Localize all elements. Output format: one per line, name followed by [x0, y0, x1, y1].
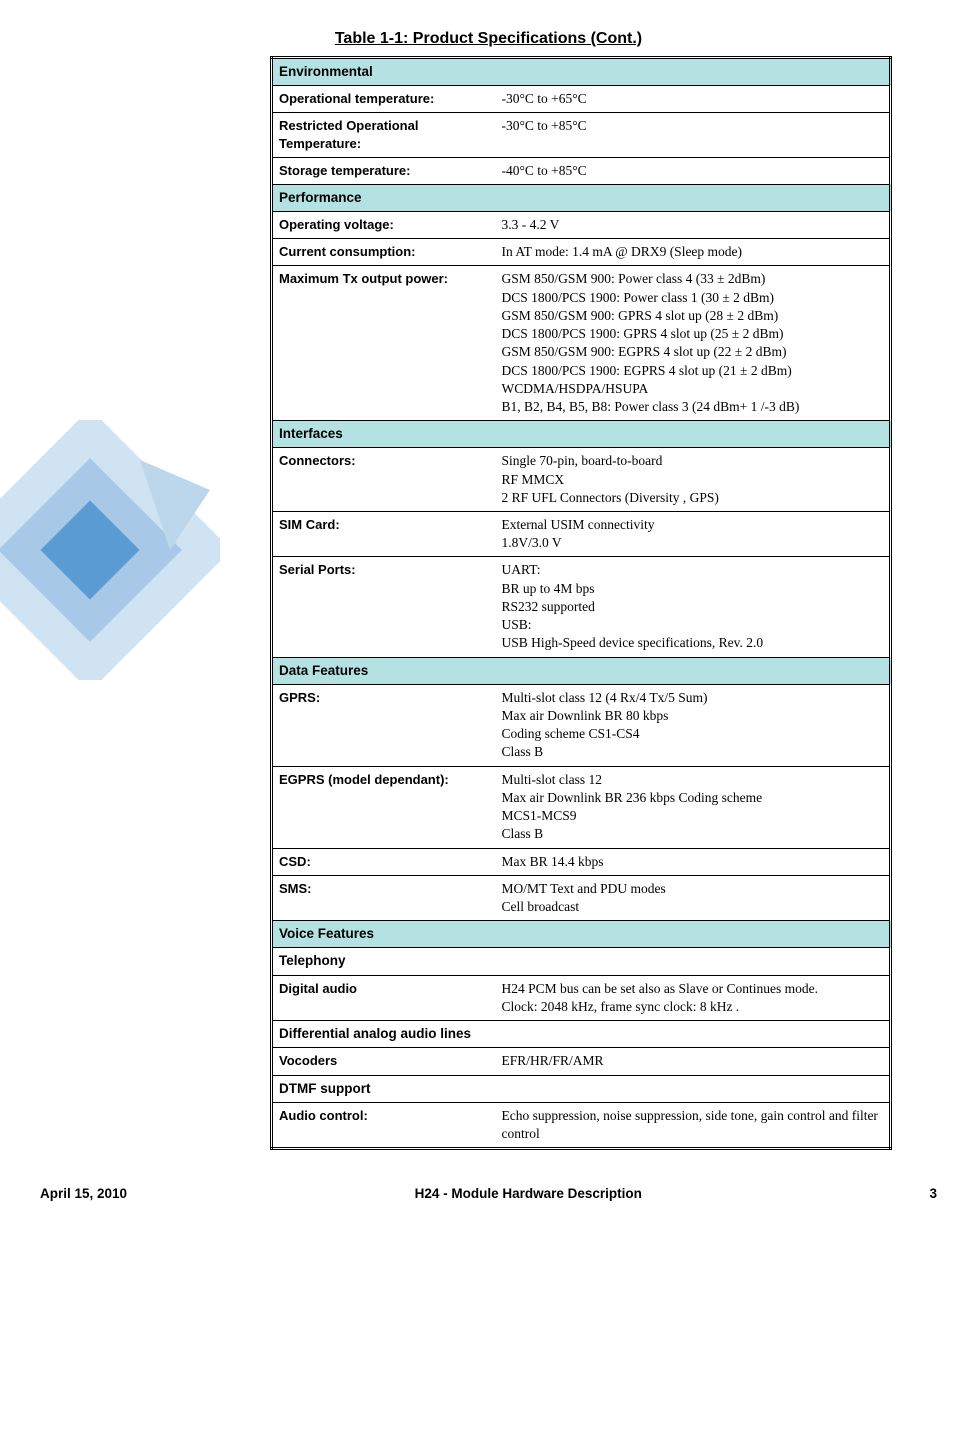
section-header: Environmental [272, 58, 891, 86]
sub-header: DTMF support [272, 1075, 891, 1102]
spec-value: Max BR 14.4 kbps [496, 848, 891, 875]
spec-value: MO/MT Text and PDU modes Cell broadcast [496, 875, 891, 920]
spec-label: CSD: [272, 848, 496, 875]
table-row: Performance [272, 184, 891, 211]
table-row: SMS:MO/MT Text and PDU modes Cell broadc… [272, 875, 891, 920]
spec-label: GPRS: [272, 684, 496, 766]
page-footer: April 15, 2010 H24 - Module Hardware Des… [0, 1170, 977, 1201]
table-row: Telephony [272, 948, 891, 975]
spec-label: Serial Ports: [272, 557, 496, 657]
spec-value: Echo suppression, noise suppression, sid… [496, 1102, 891, 1148]
table-row: Storage temperature:-40°C to +85°C [272, 157, 891, 184]
spec-label: Operating voltage: [272, 211, 496, 238]
spec-label: Digital audio [272, 975, 496, 1020]
spec-label: EGPRS (model dependant): [272, 766, 496, 848]
spec-label: Current consumption: [272, 239, 496, 266]
table-row: Environmental [272, 58, 891, 86]
spec-value: Multi-slot class 12 (4 Rx/4 Tx/5 Sum) Ma… [496, 684, 891, 766]
table-row: DTMF support [272, 1075, 891, 1102]
footer-center: H24 - Module Hardware Description [415, 1186, 642, 1201]
footer-left: April 15, 2010 [40, 1186, 127, 1201]
sub-header: Telephony [272, 948, 891, 975]
table-row: VocodersEFR/HR/FR/AMR [272, 1048, 891, 1075]
table-row: Differential analog audio lines [272, 1021, 891, 1048]
spec-label: Restricted Operational Temperature: [272, 113, 496, 157]
spec-label: Maximum Tx output power: [272, 266, 496, 421]
section-header: Voice Features [272, 921, 891, 948]
table-row: Data Features [272, 657, 891, 684]
table-row: SIM Card:External USIM connectivity 1.8V… [272, 512, 891, 557]
table-row: Audio control:Echo suppression, noise su… [272, 1102, 891, 1148]
spec-label: SMS: [272, 875, 496, 920]
spec-value: In AT mode: 1.4 mA @ DRX9 (Sleep mode) [496, 239, 891, 266]
spec-label: Operational temperature: [272, 86, 496, 113]
spec-value: -30°C to +85°C [496, 113, 891, 157]
spec-value: Multi-slot class 12 Max air Downlink BR … [496, 766, 891, 848]
table-row: Maximum Tx output power:GSM 850/GSM 900:… [272, 266, 891, 421]
table-row: Voice Features [272, 921, 891, 948]
table-row: Interfaces [272, 421, 891, 448]
table-row: Restricted Operational Temperature:-30°C… [272, 113, 891, 157]
table-row: CSD:Max BR 14.4 kbps [272, 848, 891, 875]
table-title: Table 1-1: Product Specifications (Cont.… [40, 30, 937, 48]
section-header: Data Features [272, 657, 891, 684]
table-row: Current consumption:In AT mode: 1.4 mA @… [272, 239, 891, 266]
table-row: GPRS:Multi-slot class 12 (4 Rx/4 Tx/5 Su… [272, 684, 891, 766]
sub-header: Differential analog audio lines [272, 1021, 891, 1048]
spec-value: Single 70-pin, board-to-board RF MMCX 2 … [496, 448, 891, 512]
table-row: Connectors:Single 70-pin, board-to-board… [272, 448, 891, 512]
table-row: EGPRS (model dependant):Multi-slot class… [272, 766, 891, 848]
spec-value: UART: BR up to 4M bps RS232 supported US… [496, 557, 891, 657]
table-row: Serial Ports:UART: BR up to 4M bps RS232… [272, 557, 891, 657]
footer-right: 3 [929, 1186, 937, 1201]
spec-value: EFR/HR/FR/AMR [496, 1048, 891, 1075]
spec-value: -40°C to +85°C [496, 157, 891, 184]
table-row: Digital audioH24 PCM bus can be set also… [272, 975, 891, 1020]
spec-value: External USIM connectivity 1.8V/3.0 V [496, 512, 891, 557]
spec-label: Storage temperature: [272, 157, 496, 184]
spec-value: H24 PCM bus can be set also as Slave or … [496, 975, 891, 1020]
spec-table: EnvironmentalOperational temperature:-30… [270, 56, 892, 1150]
spec-label: SIM Card: [272, 512, 496, 557]
table-row: Operational temperature:-30°C to +65°C [272, 86, 891, 113]
spec-value: 3.3 - 4.2 V [496, 211, 891, 238]
table-row: Operating voltage:3.3 - 4.2 V [272, 211, 891, 238]
spec-label: Vocoders [272, 1048, 496, 1075]
section-header: Performance [272, 184, 891, 211]
section-header: Interfaces [272, 421, 891, 448]
spec-value: -30°C to +65°C [496, 86, 891, 113]
spec-label: Connectors: [272, 448, 496, 512]
spec-value: GSM 850/GSM 900: Power class 4 (33 ± 2dB… [496, 266, 891, 421]
spec-label: Audio control: [272, 1102, 496, 1148]
